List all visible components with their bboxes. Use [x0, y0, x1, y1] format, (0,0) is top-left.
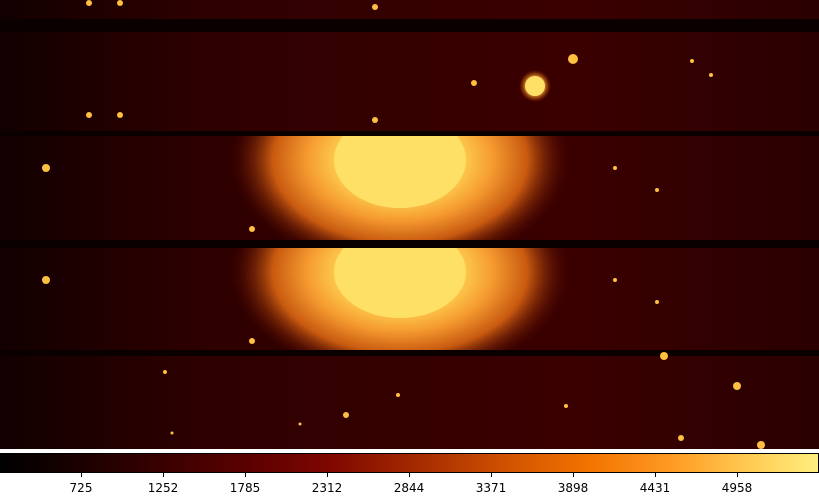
- colorbar-tick-label: 3371: [475, 481, 507, 495]
- star: [690, 59, 694, 63]
- colorbar[interactable]: [0, 453, 819, 473]
- colorbar-tick: [245, 473, 246, 477]
- star: [660, 352, 668, 360]
- star: [86, 0, 92, 6]
- colorbar-tick: [573, 473, 574, 477]
- detector-gap-1: [0, 19, 819, 32]
- star: [343, 412, 349, 418]
- star: [298, 422, 302, 426]
- galaxy-core-upper: [334, 136, 466, 208]
- star: [117, 112, 123, 118]
- colorbar-tick: [163, 473, 164, 477]
- colorbar-tick: [655, 473, 656, 477]
- star: [733, 382, 741, 390]
- image-viewer[interactable]: [0, 0, 819, 449]
- colorbar-panel: 725 1252 1785 2312 2844 3371 3898 4431 4958: [0, 453, 819, 498]
- star: [372, 117, 378, 123]
- colorbar-tick-label: 4431: [639, 481, 671, 495]
- star-field: [42, 0, 765, 449]
- detector-band-1: [0, 0, 819, 19]
- colorbar-tick-label: 1785: [229, 481, 261, 495]
- star: [170, 431, 174, 435]
- colorbar-tick-label: 2844: [393, 481, 425, 495]
- star: [471, 80, 477, 86]
- detector-band-5: [0, 356, 819, 449]
- ccd-image[interactable]: [0, 0, 819, 449]
- star: [42, 276, 50, 284]
- star: [568, 54, 578, 64]
- star: [613, 278, 617, 282]
- colorbar-tick: [737, 473, 738, 477]
- detector-gap-3: [0, 240, 819, 248]
- colorbar-tick-label: 725: [69, 481, 93, 495]
- galaxy-core-lower: [334, 248, 466, 318]
- star: [613, 166, 617, 170]
- colorbar-tick-label: 3898: [557, 481, 589, 495]
- colorbar-tick: [409, 473, 410, 477]
- detector-gap-4: [0, 350, 819, 356]
- star: [655, 188, 659, 192]
- star: [86, 112, 92, 118]
- star: [564, 404, 568, 408]
- colorbar-tick-label: 1252: [147, 481, 179, 495]
- star: [372, 4, 378, 10]
- star: [249, 226, 255, 232]
- bright-star-core: [525, 76, 545, 96]
- star: [396, 393, 400, 397]
- star: [163, 370, 167, 374]
- star: [757, 441, 765, 449]
- star: [249, 338, 255, 344]
- colorbar-tick: [327, 473, 328, 477]
- star: [42, 164, 50, 172]
- star: [655, 300, 659, 304]
- colorbar-tick: [81, 473, 82, 477]
- detector-band-2: [0, 32, 819, 131]
- star: [117, 0, 123, 6]
- detector-gap-2: [0, 131, 819, 136]
- colorbar-tick-label: 2312: [311, 481, 343, 495]
- colorbar-tick-label: 4958: [721, 481, 753, 495]
- star: [678, 435, 684, 441]
- star: [709, 73, 713, 77]
- colorbar-tick: [491, 473, 492, 477]
